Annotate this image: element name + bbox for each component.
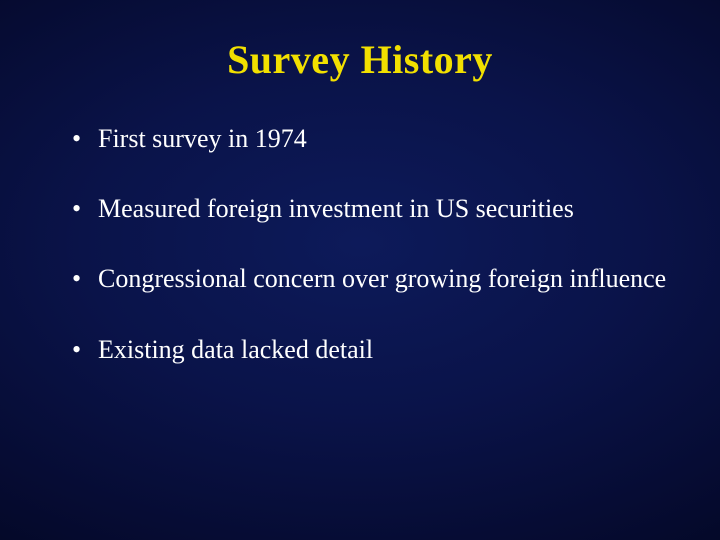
bullet-item: Existing data lacked detail [72, 328, 670, 372]
bullet-item: First survey in 1974 [72, 117, 670, 161]
slide: Survey History First survey in 1974 Meas… [0, 0, 720, 540]
slide-title: Survey History [50, 36, 670, 83]
bullet-item: Measured foreign investment in US securi… [72, 187, 670, 231]
bullet-item: Congressional concern over growing forei… [72, 257, 670, 301]
bullet-list: First survey in 1974 Measured foreign in… [50, 117, 670, 372]
